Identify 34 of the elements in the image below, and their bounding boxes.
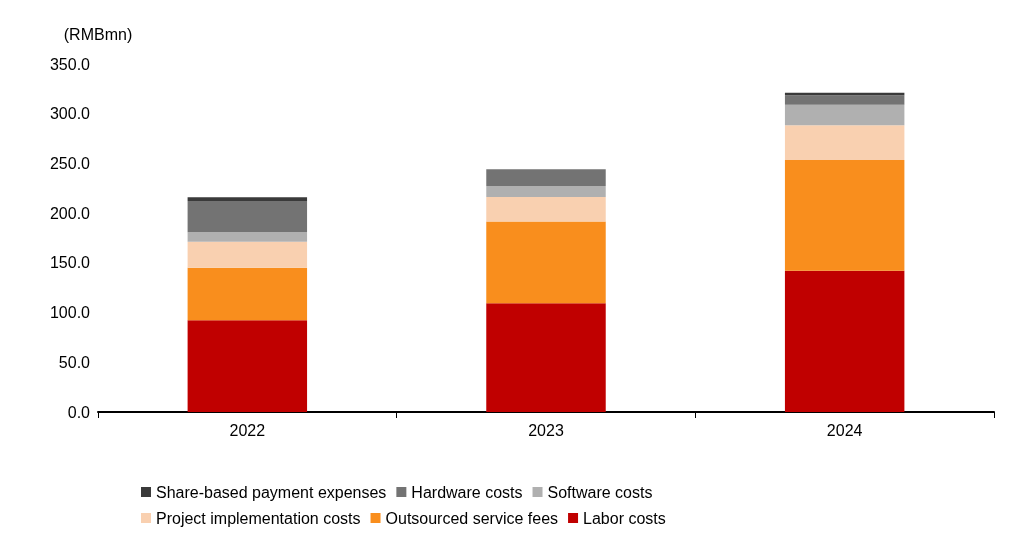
bar xyxy=(486,196,606,222)
x-tick-label: 2022 xyxy=(229,421,266,439)
legend-label: Project implementation costs xyxy=(156,509,361,527)
legend-label: Hardware costs xyxy=(411,483,523,501)
y-tick-label: 300.0 xyxy=(49,105,91,123)
bar xyxy=(486,303,606,412)
y-tick-label: 350.0 xyxy=(49,55,91,73)
legend-label: Labor costs xyxy=(583,509,666,527)
y-tick-label: 200.0 xyxy=(49,204,91,222)
bar xyxy=(784,159,905,271)
bar xyxy=(486,169,606,187)
y-tick-label: 0.0 xyxy=(67,403,91,421)
bar xyxy=(187,320,308,412)
y-tick-label: 250.0 xyxy=(49,154,91,172)
legend-label: Software costs xyxy=(547,483,653,501)
legend-label: Share-based payment expenses xyxy=(156,483,387,501)
bar xyxy=(187,241,308,268)
bar xyxy=(187,232,308,242)
y-tick-label: 50.0 xyxy=(58,353,91,371)
y-tick-label: 150.0 xyxy=(49,254,91,272)
bar xyxy=(784,95,905,105)
x-tick-label: 2024 xyxy=(826,421,863,439)
bar xyxy=(486,186,606,197)
legend-label: Outsourced service fees xyxy=(385,509,559,527)
bar xyxy=(187,197,308,202)
bar xyxy=(187,201,308,233)
x-tick-label: 2023 xyxy=(528,421,564,439)
bar xyxy=(187,267,308,321)
bar xyxy=(784,125,905,160)
bar xyxy=(784,104,905,126)
y-tick-label: 100.0 xyxy=(49,304,91,322)
bar xyxy=(784,270,905,412)
y-axis-title: (RMBmn) xyxy=(63,25,133,43)
bar xyxy=(486,221,606,304)
